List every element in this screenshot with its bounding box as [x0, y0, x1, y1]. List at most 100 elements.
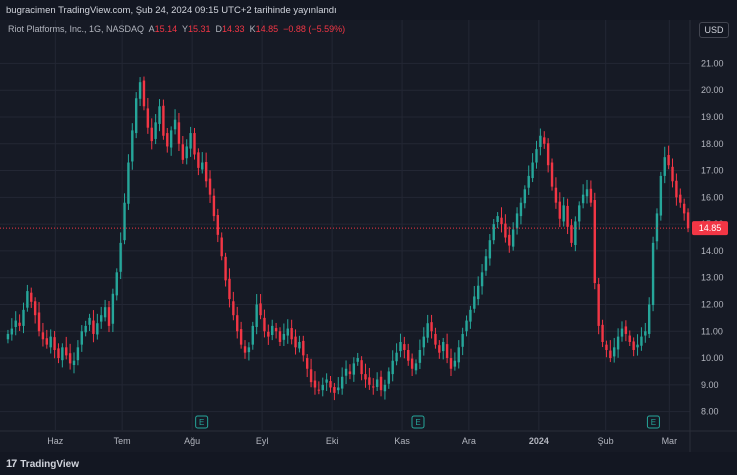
- candle-body: [601, 324, 604, 342]
- tradingview-logo-icon: 17: [6, 458, 17, 470]
- candle-body: [613, 347, 616, 357]
- candle-body: [119, 242, 122, 272]
- candle-body: [449, 358, 453, 369]
- candle-body: [426, 323, 429, 338]
- candle-body: [26, 291, 29, 308]
- candle-body: [6, 333, 10, 340]
- candle-body: [111, 293, 115, 324]
- candle-body: [325, 379, 328, 383]
- candle-body: [239, 329, 243, 345]
- candle-body: [504, 223, 507, 238]
- candle-body: [271, 325, 274, 336]
- earnings-marker: [411, 415, 425, 429]
- y-tick-label: 8.00: [701, 407, 719, 417]
- low-label: D: [215, 24, 223, 34]
- candle-body: [45, 338, 49, 345]
- close-value: 14.85: [255, 24, 279, 34]
- candle-body: [675, 180, 678, 198]
- candle-body: [430, 322, 433, 332]
- candle-body: [457, 347, 460, 363]
- y-tick-label: 10.00: [701, 353, 724, 363]
- candle-body: [632, 341, 635, 351]
- candle-body: [41, 332, 45, 340]
- candle-body: [616, 336, 620, 350]
- candle-body: [317, 389, 321, 391]
- candle-body: [309, 369, 313, 383]
- candle-body: [515, 213, 519, 229]
- candle-body: [438, 345, 441, 353]
- candle-body: [562, 205, 565, 222]
- candle-body: [422, 336, 425, 348]
- publish-text: bugracimen TradingView.com, Şub 24, 2024…: [6, 5, 337, 16]
- candle-body: [589, 188, 593, 203]
- candle-body: [682, 203, 686, 214]
- candle-body: [628, 335, 631, 342]
- symbol-title: Riot Platforms, Inc., 1G, NASDAQ: [8, 24, 145, 34]
- candle-body: [647, 304, 651, 334]
- candle-body: [162, 105, 165, 136]
- price-chart[interactable]: 8.009.0010.0011.0012.0013.0014.0015.0016…: [0, 20, 737, 452]
- candle-body: [566, 205, 569, 227]
- candle-body: [372, 386, 375, 388]
- candle-body: [278, 331, 282, 342]
- currency-button[interactable]: USD: [699, 22, 729, 38]
- y-tick-label: 21.00: [701, 58, 724, 68]
- candle-body: [410, 358, 414, 369]
- y-tick-label: 11.00: [701, 326, 723, 336]
- x-tick-label: Tem: [114, 436, 131, 446]
- candle-body: [337, 387, 340, 391]
- candle-body: [49, 336, 52, 348]
- low-value: 14.33: [222, 24, 245, 34]
- candle-body: [488, 240, 492, 259]
- earnings-marker: [195, 415, 209, 429]
- high-value: 15.31: [187, 24, 211, 34]
- x-tick-label: Haz: [47, 436, 64, 446]
- open-value: 15.14: [154, 24, 178, 34]
- candle-body: [173, 119, 177, 130]
- candle-body: [243, 346, 247, 353]
- candle-body: [65, 347, 68, 356]
- candle-body: [224, 256, 227, 281]
- candle-body: [484, 256, 488, 271]
- candle-body: [282, 333, 286, 340]
- candle-body: [181, 144, 185, 160]
- candle-body: [286, 328, 289, 336]
- candle-body: [290, 328, 293, 340]
- candle-body: [434, 333, 437, 345]
- candle-body: [251, 325, 254, 345]
- candle-body: [236, 315, 239, 332]
- candle-body: [581, 194, 585, 204]
- last-price-label: 14.85: [699, 223, 722, 233]
- y-tick-label: 20.00: [701, 85, 724, 95]
- x-tick-label: Ara: [462, 436, 476, 446]
- candle-body: [212, 195, 216, 217]
- tradingview-logo[interactable]: 17 TradingView: [6, 458, 79, 470]
- candle-body: [57, 348, 60, 359]
- candle-body: [333, 386, 336, 393]
- candle-body: [364, 374, 367, 380]
- y-tick-label: 16.00: [701, 192, 724, 202]
- candle-body: [84, 325, 87, 333]
- candle-body: [473, 296, 476, 309]
- candle-body: [247, 347, 251, 353]
- y-tick-label: 13.00: [701, 273, 724, 283]
- earnings-marker-label: E: [415, 418, 420, 427]
- candle-body: [659, 175, 663, 216]
- candle-body: [33, 301, 37, 316]
- candle-body: [558, 201, 562, 219]
- candle-body: [651, 242, 655, 306]
- candle-body: [18, 322, 21, 326]
- high-label: Y: [181, 24, 188, 34]
- candle-body: [679, 194, 682, 203]
- x-tick-label: 2024: [529, 436, 549, 446]
- chart-area[interactable]: 8.009.0010.0011.0012.0013.0014.0015.0016…: [0, 20, 737, 452]
- candle-body: [220, 237, 223, 257]
- candle-body: [442, 341, 445, 352]
- candle-body: [22, 309, 25, 326]
- candle-body: [232, 301, 235, 316]
- candle-body: [605, 344, 608, 351]
- candle-body: [274, 328, 278, 332]
- candle-body: [154, 122, 157, 139]
- candle-body: [197, 152, 200, 168]
- candle-body: [597, 284, 600, 326]
